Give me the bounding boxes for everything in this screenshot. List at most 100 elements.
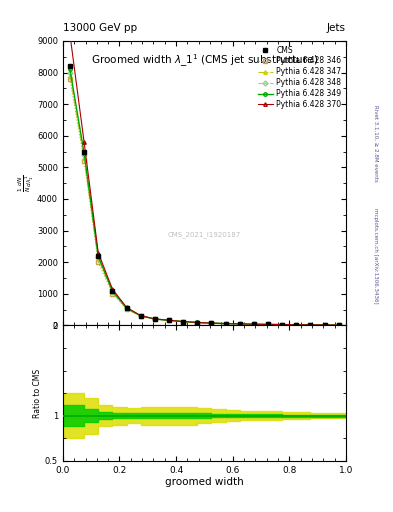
Pythia 6.428 346	[138, 313, 143, 319]
Pythia 6.428 349	[82, 150, 86, 156]
Pythia 6.428 349	[181, 318, 185, 325]
Pythia 6.428 348	[96, 254, 101, 261]
CMS	[266, 322, 270, 328]
CMS	[336, 322, 341, 328]
Pythia 6.428 348	[308, 322, 313, 328]
Line: Pythia 6.428 346: Pythia 6.428 346	[68, 77, 340, 327]
Pythia 6.428 347	[280, 322, 285, 328]
Pythia 6.428 347	[68, 73, 72, 79]
Pythia 6.428 346	[336, 322, 341, 328]
Pythia 6.428 349	[294, 322, 299, 328]
CMS	[152, 316, 157, 322]
Pythia 6.428 347	[266, 322, 270, 328]
Pythia 6.428 347	[322, 322, 327, 328]
Pythia 6.428 349	[110, 288, 115, 294]
Pythia 6.428 349	[167, 317, 171, 324]
Pythia 6.428 346	[124, 306, 129, 312]
Pythia 6.428 348	[124, 305, 129, 311]
Pythia 6.428 370	[336, 322, 341, 328]
Pythia 6.428 348	[322, 322, 327, 328]
CMS	[124, 305, 129, 311]
Pythia 6.428 346	[209, 320, 214, 326]
CMS	[68, 63, 72, 69]
Pythia 6.428 349	[266, 322, 270, 328]
Pythia 6.428 370	[294, 322, 299, 328]
Pythia 6.428 347	[252, 321, 256, 327]
CMS	[280, 322, 285, 328]
Pythia 6.428 349	[209, 320, 214, 326]
Pythia 6.428 347	[237, 321, 242, 327]
Pythia 6.428 370	[138, 312, 143, 318]
CMS	[138, 313, 143, 319]
Line: Pythia 6.428 347: Pythia 6.428 347	[68, 74, 340, 327]
Pythia 6.428 348	[223, 321, 228, 327]
Pythia 6.428 347	[110, 289, 115, 295]
Pythia 6.428 349	[223, 321, 228, 327]
Pythia 6.428 370	[280, 322, 285, 328]
Pythia 6.428 346	[152, 316, 157, 322]
Pythia 6.428 348	[280, 322, 285, 328]
Pythia 6.428 348	[336, 322, 341, 328]
CMS	[82, 148, 86, 155]
CMS	[209, 320, 214, 326]
Pythia 6.428 349	[336, 322, 341, 328]
Text: 13000 GeV pp: 13000 GeV pp	[63, 23, 137, 33]
Pythia 6.428 370	[195, 319, 200, 326]
Pythia 6.428 347	[181, 318, 185, 325]
CMS	[237, 321, 242, 327]
Pythia 6.428 348	[110, 288, 115, 294]
Pythia 6.428 348	[181, 318, 185, 325]
Pythia 6.428 370	[252, 321, 256, 327]
Pythia 6.428 346	[223, 321, 228, 327]
Pythia 6.428 349	[138, 313, 143, 319]
CMS	[252, 321, 256, 327]
Pythia 6.428 347	[152, 316, 157, 322]
CMS	[308, 322, 313, 328]
Pythia 6.428 346	[68, 76, 72, 82]
Pythia 6.428 346	[96, 259, 101, 265]
Pythia 6.428 348	[294, 322, 299, 328]
Pythia 6.428 370	[167, 317, 171, 323]
Text: Groomed width $\lambda\_1^1$ (CMS jet substructure): Groomed width $\lambda\_1^1$ (CMS jet su…	[91, 52, 318, 69]
CMS	[195, 319, 200, 326]
Pythia 6.428 346	[252, 321, 256, 327]
Pythia 6.428 348	[138, 313, 143, 319]
CMS	[322, 322, 327, 328]
Pythia 6.428 347	[336, 322, 341, 328]
Pythia 6.428 347	[167, 317, 171, 324]
X-axis label: groomed width: groomed width	[165, 477, 244, 487]
Pythia 6.428 349	[124, 305, 129, 311]
Pythia 6.428 370	[82, 139, 86, 145]
Pythia 6.428 370	[68, 32, 72, 38]
Pythia 6.428 349	[322, 322, 327, 328]
Line: Pythia 6.428 370: Pythia 6.428 370	[68, 33, 340, 327]
Pythia 6.428 348	[152, 316, 157, 322]
Pythia 6.428 348	[252, 321, 256, 327]
Pythia 6.428 346	[280, 322, 285, 328]
Pythia 6.428 346	[322, 322, 327, 328]
Pythia 6.428 349	[252, 321, 256, 327]
Pythia 6.428 348	[266, 322, 270, 328]
Pythia 6.428 349	[280, 322, 285, 328]
Pythia 6.428 346	[167, 317, 171, 324]
Pythia 6.428 370	[223, 321, 228, 327]
Pythia 6.428 346	[195, 319, 200, 326]
Pythia 6.428 347	[294, 322, 299, 328]
Pythia 6.428 348	[209, 320, 214, 326]
Pythia 6.428 348	[82, 152, 86, 158]
Pythia 6.428 370	[322, 322, 327, 328]
Pythia 6.428 347	[82, 155, 86, 161]
Pythia 6.428 346	[308, 322, 313, 328]
Pythia 6.428 348	[167, 317, 171, 324]
Pythia 6.428 370	[181, 318, 185, 325]
Pythia 6.428 349	[96, 253, 101, 260]
Pythia 6.428 370	[266, 322, 270, 328]
Line: CMS: CMS	[68, 64, 341, 328]
Pythia 6.428 346	[266, 322, 270, 328]
Line: Pythia 6.428 349: Pythia 6.428 349	[68, 68, 340, 327]
Y-axis label: $\frac{1}{N}\frac{dN}{d\lambda_1^1}$: $\frac{1}{N}\frac{dN}{d\lambda_1^1}$	[17, 174, 35, 192]
Pythia 6.428 370	[308, 322, 313, 328]
Pythia 6.428 349	[152, 316, 157, 322]
Pythia 6.428 349	[195, 319, 200, 326]
CMS	[96, 253, 101, 259]
